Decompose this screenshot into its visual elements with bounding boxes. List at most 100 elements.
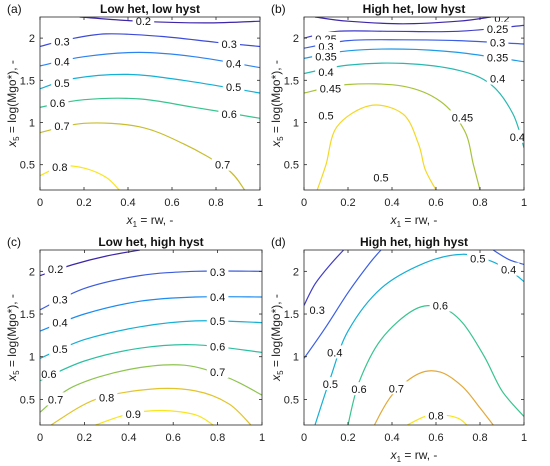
contour-label-bg xyxy=(348,382,370,396)
contour-line-0.3 xyxy=(40,270,262,311)
y-tick-label: 2 xyxy=(293,266,299,278)
contour-label: 0.5 xyxy=(323,379,338,391)
contour-line-0.4 xyxy=(304,250,382,359)
contour-label-bg xyxy=(506,129,524,143)
contour-label: 0.4 xyxy=(210,292,225,304)
contour-label-bg xyxy=(49,342,71,356)
x-tick-label: 0 xyxy=(301,197,307,209)
y-tick-label: 2 xyxy=(29,33,35,45)
contour-label-bg xyxy=(316,81,345,95)
contour-line-0.2 xyxy=(314,17,492,25)
contour-label: 0.4 xyxy=(510,132,525,144)
contour-line-0.7 xyxy=(40,122,246,190)
contour-label-bg xyxy=(218,37,240,51)
contour-line-0.7 xyxy=(373,370,494,425)
panel-title: High het, high hyst xyxy=(360,235,468,249)
y-tick-label: 1.5 xyxy=(284,75,299,87)
y-tick-label: 2 xyxy=(29,266,35,278)
contour-panel-1: 0.2 0.3 0.3 0.4 0.4 0.5 0.5 0.6 0.6 0.7 0.7 0.8 0 0.2… xyxy=(5,2,263,229)
axes-frame xyxy=(39,249,263,426)
contour-label: 0.3 xyxy=(222,39,237,51)
x-tick-label: 1 xyxy=(259,432,265,444)
contour-line-0.8 xyxy=(50,387,252,425)
contour-label: 0.6 xyxy=(433,300,448,312)
contour-label: 0.4 xyxy=(52,318,67,330)
y-tick-label: 1 xyxy=(29,117,35,129)
contour-panel-4: 0.3 0.4 0.4 0.5 0.5 0.6 0.6 0.7 0.8 0 0.2 0.4 0.6 0.8… xyxy=(269,235,527,464)
contour-label: 0.5 xyxy=(373,172,388,184)
y-tick-label: 0.5 xyxy=(20,394,35,406)
axes-frame xyxy=(39,16,261,191)
contour-label-bg xyxy=(49,292,71,306)
panel-label: (d) xyxy=(271,235,286,249)
contour-label: 0.3 xyxy=(52,295,67,307)
contour-label-bg xyxy=(483,50,512,64)
contour-label-bg xyxy=(218,107,240,121)
contour-line-0.9 xyxy=(95,409,214,425)
contour-label-bg xyxy=(315,108,337,122)
contour-line-0.5 xyxy=(316,104,437,190)
contour-label-bg xyxy=(122,406,145,420)
contour-label-bg xyxy=(222,80,245,94)
contour-label: 0.8 xyxy=(99,393,114,405)
contour-line-0.5 xyxy=(40,320,262,359)
contour-label-bg xyxy=(46,96,69,110)
contour-label: 0.4 xyxy=(226,58,241,70)
contour-label: 0.4 xyxy=(54,57,69,69)
x-tick-label: 0.8 xyxy=(472,197,487,209)
contour-label: 0.5 xyxy=(226,82,241,94)
contour-label: 0.2 xyxy=(48,264,63,276)
contour-lines: 0.2 0.3 0.3 0.4 0.4 0.5 0.5 0.6 0.6 0.7 0.7 0.8 0.9 xyxy=(40,250,262,425)
panel-title: Low het, low hyst xyxy=(100,2,200,16)
axes-frame xyxy=(303,249,525,426)
contour-label: 0.7 xyxy=(54,121,69,133)
contour-label-bg xyxy=(315,64,337,78)
contour-line-0.6 xyxy=(40,344,262,382)
contour-label-bg xyxy=(49,315,71,329)
contour-label: 0.35 xyxy=(315,52,336,64)
contour-label-bg xyxy=(206,339,229,353)
contour-lines: 0.3 0.4 0.4 0.5 0.5 0.6 0.6 0.7 0.8 xyxy=(304,250,524,425)
contour-label-bg xyxy=(51,75,73,89)
contour-label: 0.45 xyxy=(452,112,473,124)
x-tick-label: 0 xyxy=(37,432,43,444)
contour-line-0.6 xyxy=(347,305,524,425)
contour-label: 0.2 xyxy=(494,14,509,26)
contour-label-bg xyxy=(319,377,342,391)
x-axis-label: x1 = rw, - xyxy=(390,448,438,464)
x-tick-label: 0.8 xyxy=(472,432,487,444)
contour-line-0.4 xyxy=(492,250,524,266)
contour-label: 0.6 xyxy=(41,369,56,381)
contour-label-bg xyxy=(467,251,489,265)
panel-title: Low het, high hyst xyxy=(98,235,203,249)
contour-label: 0.6 xyxy=(50,98,65,110)
contour-label-bg xyxy=(425,408,447,422)
contour-label-bg xyxy=(206,265,229,279)
contour-label: 0.4 xyxy=(318,67,333,79)
contour-label-bg xyxy=(315,39,337,53)
y-tick-label: 1 xyxy=(29,352,35,364)
contour-line-0.3 xyxy=(304,250,345,306)
x-tick-label: 0.2 xyxy=(340,197,355,209)
y-axis-label: x5 = log(Mgo*), - xyxy=(269,60,285,148)
x-tick-label: 0 xyxy=(301,432,307,444)
contour-label-bg xyxy=(51,34,73,48)
contour-label-bg xyxy=(486,71,509,85)
x-tick-label: 1 xyxy=(257,197,263,209)
x-tick-label: 1 xyxy=(521,197,527,209)
x-tick-label: 0.4 xyxy=(384,197,399,209)
contour-label-bg xyxy=(370,170,392,184)
contour-label-bg xyxy=(312,49,340,63)
x-tick-label: 0.4 xyxy=(120,197,135,209)
contour-label-bg xyxy=(132,17,155,28)
contour-label-bg xyxy=(40,366,60,380)
contour-label: 0.3 xyxy=(210,267,225,279)
x-tick-label: 0.6 xyxy=(166,432,181,444)
contour-label-bg xyxy=(51,54,73,68)
y-tick-label: 1.5 xyxy=(284,309,299,321)
contour-label: 0.5 xyxy=(210,316,225,328)
contour-label: 0.6 xyxy=(351,384,366,396)
y-tick-label: 1.5 xyxy=(20,75,35,87)
y-tick-label: 0.5 xyxy=(284,160,299,172)
